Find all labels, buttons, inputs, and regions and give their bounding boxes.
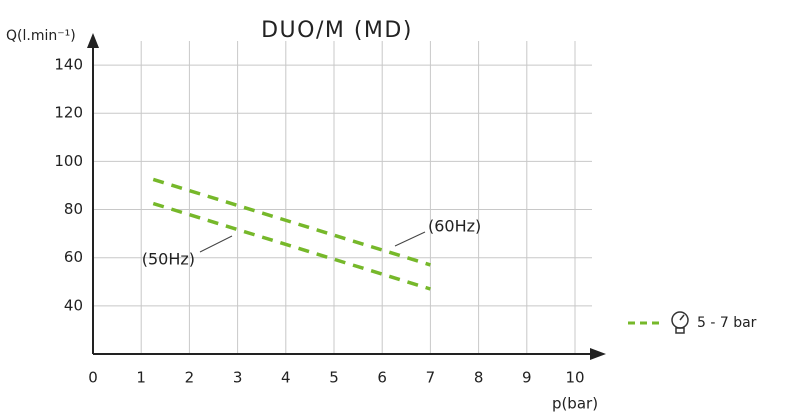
y-tick-label: 100 [54,152,83,170]
y-tick-label: 80 [64,200,83,218]
legend: 5 - 7 bar [628,311,757,334]
x-tick-label: 5 [329,369,339,387]
y-tick-label: 140 [54,56,83,74]
series-line [152,177,431,267]
x-arrow [590,348,606,360]
leader-line [199,235,233,253]
gauge-icon [675,327,685,334]
y-axis-label: Q(l.min⁻¹) [6,28,76,44]
gauge-icon [679,314,685,321]
x-tick-label: 3 [233,369,243,387]
x-tick-label: 6 [377,369,387,387]
y-tick-label: 120 [54,104,83,122]
x-axis-label: p(bar) [552,395,598,413]
x-tick-label: 4 [281,369,291,387]
chart-title: DUO/M (MD) [261,18,413,43]
x-tick-label: 1 [136,369,146,387]
x-tick-label: 0 [88,369,98,387]
x-tick-label: 10 [565,369,584,387]
series-label: (60Hz) [428,217,481,236]
leader-line [394,231,426,247]
series-line [152,201,431,291]
x-tick-label: 2 [185,369,195,387]
x-tick-label: 8 [474,369,484,387]
legend-label: 5 - 7 bar [697,315,757,331]
y-arrow [87,33,99,48]
y-tick-label: 60 [64,248,83,266]
series-label: (50Hz) [142,250,195,269]
x-tick-label: 9 [522,369,532,387]
y-tick-label: 40 [64,296,83,314]
x-tick-label: 7 [426,369,436,387]
